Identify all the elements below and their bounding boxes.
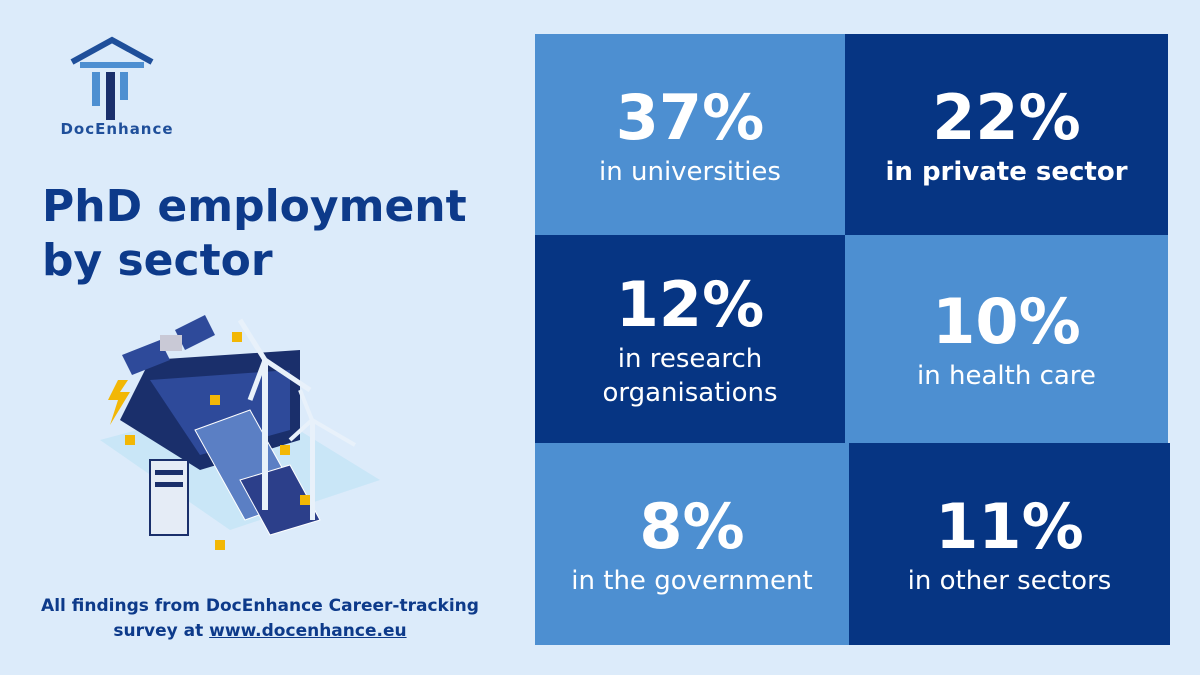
tile-label: in other sectors [907,566,1112,596]
tile-value: 8% [639,490,745,563]
illustrations [70,36,380,550]
logo-text: DocEnhance [60,120,174,138]
tile: 11% in other sectors [849,443,1170,645]
tile: 22% in private sector [845,34,1168,235]
tile-value: 10% [932,285,1081,358]
tile: 12% in research organisations [535,235,845,443]
tile-value: 37% [615,80,765,154]
tile-value: 22% [932,80,1081,154]
tile: 10% in health care [845,235,1168,443]
tile: 8% in the government [535,443,849,645]
tile-value: 12% [615,268,765,341]
tile-label: in universities [599,156,781,187]
tile: 37% in universities [535,34,845,235]
tile-label: in the government [571,566,813,596]
tile-label: in research organisations [602,344,778,408]
tile-label: in private sector [885,156,1128,187]
footer-text: All findings from DocEnhance Career-trac… [41,596,479,641]
logo-icon [70,36,154,120]
tile-value: 11% [935,490,1084,563]
energy-illustration [100,315,380,550]
tile-label: in health care [917,361,1096,391]
title: PhD employment by sector [42,181,467,286]
footer-link[interactable]: www.docenhance.eu [209,621,407,641]
footer: All findings from DocEnhance Career-trac… [20,594,500,644]
